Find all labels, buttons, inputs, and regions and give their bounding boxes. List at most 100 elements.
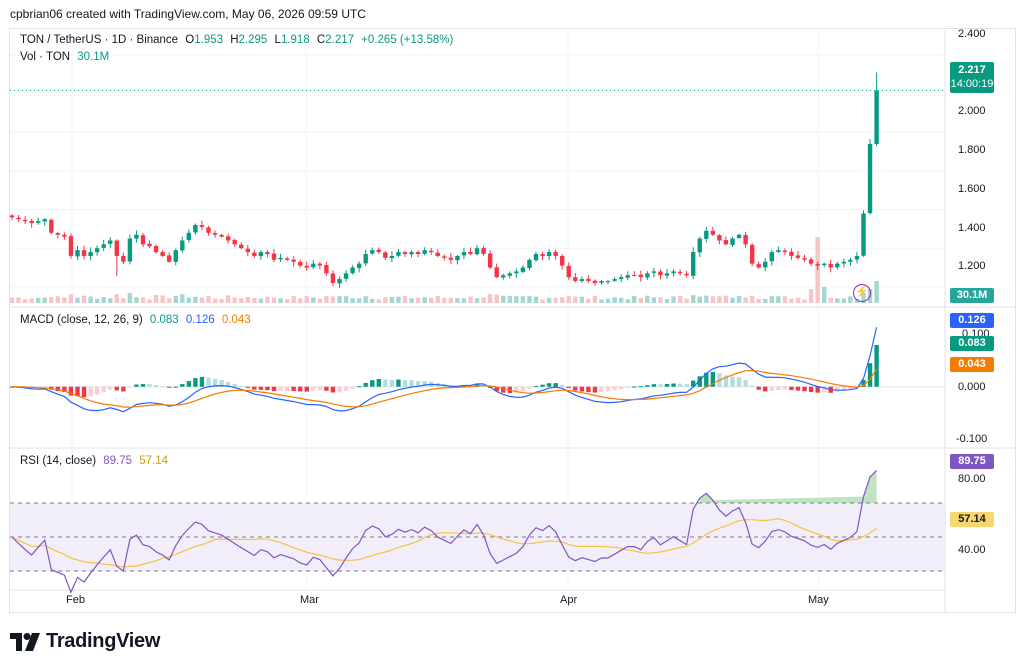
macd-line-tag: 0.126	[950, 313, 994, 328]
brand-logo[interactable]: TradingView	[10, 630, 160, 653]
volume-bar	[533, 296, 539, 303]
candle-body	[632, 275, 637, 277]
volume-bar	[134, 297, 139, 303]
macd-histogram-bar	[795, 386, 801, 391]
candle-body	[540, 254, 545, 256]
volume-bar	[828, 297, 833, 303]
macd-histogram-bar	[599, 386, 604, 393]
macd-histogram-bar	[835, 386, 840, 393]
candle-body	[808, 259, 814, 264]
macd-histogram-bar	[782, 386, 788, 390]
macd-histogram-bar	[304, 386, 309, 392]
macd-histogram-bar	[278, 386, 283, 392]
candle-body	[501, 275, 506, 278]
candle-body	[592, 280, 598, 283]
volume-bar	[448, 297, 454, 303]
volume-bar	[481, 297, 486, 303]
candle-body	[343, 273, 349, 279]
macd-histogram-bar	[743, 379, 748, 387]
candle-body	[429, 250, 434, 253]
volume-bar	[776, 296, 781, 303]
volume-bar	[723, 295, 729, 303]
candle-body	[514, 271, 519, 274]
rsi-tick: 40.00	[958, 544, 986, 556]
macd-signal-tag: 0.043	[950, 357, 994, 372]
macd-histogram-bar	[324, 386, 329, 391]
candle-body	[245, 248, 250, 253]
candle-body	[461, 252, 467, 256]
macd-histogram-bar	[317, 386, 323, 391]
macd-histogram-bar	[402, 379, 408, 387]
volume-bar	[212, 298, 218, 303]
volume-bar	[802, 299, 807, 303]
last-price-value: 2.217	[958, 64, 986, 76]
macd-label[interactable]: MACD (close, 12, 26, 9)	[20, 314, 143, 326]
last-price-tag: 2.217 14:00:19	[950, 62, 994, 93]
candle-body	[749, 244, 755, 264]
volume-bar	[42, 297, 47, 303]
macd-histogram-bar	[232, 383, 237, 387]
price-tick: 1.800	[958, 144, 986, 156]
volume-bar	[632, 296, 637, 303]
candle-body	[684, 273, 689, 276]
volume-bar	[75, 297, 80, 303]
volume-bar	[730, 297, 735, 303]
macd-histogram-bar	[638, 386, 643, 388]
volume-bar	[160, 295, 165, 303]
macd-histogram-bar	[127, 386, 133, 388]
rsi-label[interactable]: RSI (14, close)	[20, 455, 97, 467]
macd-histogram-bar	[265, 386, 270, 391]
macd-histogram-bar	[258, 386, 264, 390]
price-tick: 2.000	[958, 105, 986, 117]
macd-histogram-bar	[167, 386, 172, 388]
candle-body	[252, 252, 257, 256]
candle-body	[527, 259, 532, 268]
lightning-icon[interactable]: ⚡	[853, 284, 871, 302]
candle-body	[16, 217, 21, 220]
candle-body	[795, 255, 801, 258]
macd-histogram-bar	[134, 384, 139, 387]
macd-histogram-bar	[81, 386, 87, 398]
candle-body	[101, 244, 106, 248]
macd-histogram-bar	[808, 386, 814, 393]
volume-bar	[284, 299, 290, 303]
candle-body	[435, 252, 440, 256]
volume-bar	[553, 297, 558, 303]
macd-histogram-bar	[330, 386, 336, 393]
volume-label[interactable]: Vol · TON	[20, 51, 71, 63]
volume-bar	[324, 295, 329, 303]
candle-body	[225, 236, 231, 241]
candle-body	[75, 250, 80, 257]
macd-histogram-bar	[592, 386, 598, 393]
volume-bar	[265, 296, 270, 303]
candle-body	[140, 235, 146, 245]
symbol-label[interactable]: TON / TetherUS · 1D · Binance	[20, 34, 179, 46]
volume-bar	[835, 298, 840, 303]
candle-body	[396, 252, 401, 256]
volume-bar	[422, 297, 427, 303]
macd-histogram-bar	[756, 386, 761, 390]
volume-bar	[389, 296, 395, 303]
volume-bar	[304, 296, 309, 303]
candle-body	[127, 238, 133, 262]
volume-bar	[736, 295, 742, 303]
candle-body	[736, 234, 742, 238]
volume-bar	[848, 296, 853, 303]
macd-histogram-bar	[612, 386, 617, 391]
volume-bar	[874, 281, 879, 303]
macd-histogram-bar	[632, 386, 637, 388]
candle-body	[330, 273, 336, 283]
macd-histogram-bar	[343, 386, 349, 391]
candle-body	[311, 263, 316, 268]
macd-histogram-bar	[815, 386, 820, 393]
macd-histogram-bar	[671, 383, 676, 387]
candle-body	[212, 233, 218, 235]
macd-tick: 0.000	[958, 381, 986, 393]
macd-histogram-bar	[337, 386, 342, 393]
volume-bar	[9, 297, 15, 303]
macd-histogram-bar	[245, 386, 250, 388]
volume-value: 30.1M	[77, 51, 110, 63]
volume-bar	[173, 295, 178, 303]
candle-body	[239, 244, 244, 249]
